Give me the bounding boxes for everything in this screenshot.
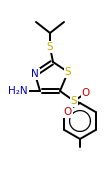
Text: O: O [82, 88, 90, 98]
Text: O: O [64, 107, 72, 117]
Text: H₂N: H₂N [8, 86, 28, 96]
Text: S: S [65, 67, 71, 77]
Text: S: S [71, 96, 77, 106]
Text: N: N [31, 69, 39, 79]
Text: S: S [47, 42, 53, 52]
